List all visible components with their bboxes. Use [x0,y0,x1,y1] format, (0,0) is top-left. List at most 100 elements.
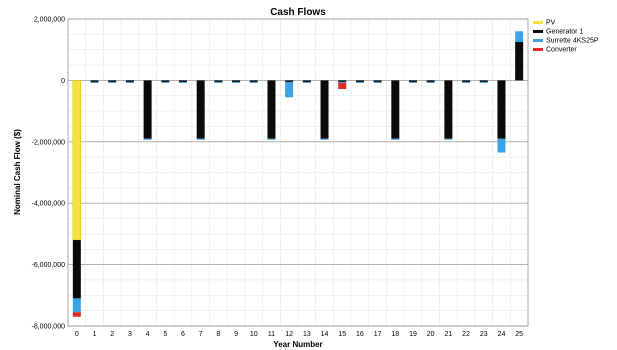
bar-pv-year-0 [72,80,82,241]
plot-frame [67,18,529,327]
grid-layer [67,18,529,327]
legend-label: Generator 1 [546,29,583,36]
bar-generator-1-year-22 [462,80,471,82]
legend-label: Surrette 4KS25P [546,38,599,45]
x-tick-label: 22 [462,331,470,338]
bar-generator-1-year-4 [143,80,152,139]
x-tick-label: 7 [199,331,203,338]
y-tick-label: -4,000,000 [32,201,66,208]
x-tick-label: 10 [250,331,258,338]
bar-generator-1-year-8 [214,80,223,82]
y-tick-label: 2,000,000 [34,17,65,24]
bar-surrette-4ks25p-year-16 [355,81,364,83]
bar-surrette-4ks25p-year-12 [285,81,294,98]
bar-generator-1-year-19 [409,80,417,82]
bar-surrette-4ks25p-year-19 [409,81,417,83]
bar-surrette-4ks25p-year-4 [143,138,152,140]
x-tick-label: 20 [427,331,435,338]
bar-surrette-4ks25p-year-21 [444,138,453,140]
legend-label: Converter [546,47,577,54]
x-tick-label: 3 [128,331,132,338]
bar-generator-1-year-17 [373,80,382,82]
bar-surrette-4ks25p-year-0 [72,298,81,313]
bar-surrette-4ks25p-year-3 [125,81,134,83]
bar-generator-1-year-5 [161,80,170,82]
bars-layer [72,31,524,317]
bar-surrette-4ks25p-year-14 [320,138,329,140]
legend-swatch [533,30,543,33]
y-tick-labels: 2,000,000 0 -2,000,000 -4,000,000 -6,000,000… [32,17,66,331]
bar-generator-1-year-21 [444,80,453,139]
y-tick-label: -2,000,000 [32,139,66,146]
legend-swatch [533,21,543,24]
x-tick-label: 17 [374,331,382,338]
bar-surrette-4ks25p-year-25 [515,31,524,43]
bar-generator-1-year-20 [426,80,435,82]
x-tick-label: 19 [409,331,417,338]
bar-surrette-4ks25p-year-15 [338,81,347,83]
bar-generator-1-year-18 [391,80,400,139]
bar-generator-1-year-16 [355,80,364,82]
y-axis-title: Nominal Cash Flow ($) [13,129,22,215]
x-tick-label: 2 [110,331,114,338]
bar-generator-1-year-24 [497,80,506,139]
x-tick-label: 15 [338,331,346,338]
bar-surrette-4ks25p-year-11 [267,138,276,140]
bar-surrette-4ks25p-year-24 [497,138,506,153]
bar-generator-1-year-15 [338,80,347,82]
y-tick-label: -6,000,000 [32,262,66,269]
x-tick-label: 12 [285,331,293,338]
bar-surrette-4ks25p-year-17 [373,81,382,83]
x-tick-label: 18 [391,331,399,338]
x-tick-label: 8 [216,331,220,338]
bar-surrette-4ks25p-year-8 [214,81,223,83]
x-tick-label: 23 [480,331,488,338]
bar-generator-1-year-2 [108,80,117,82]
bar-surrette-4ks25p-year-20 [426,81,435,83]
x-tick-labels: 0 1 2 3 4 5 6 7 8 9 10 11 12 13 14 15 16 17 18 19 20 21 22 23 24… [75,331,523,338]
bar-generator-1-year-7 [196,80,205,139]
x-tick-label: 4 [146,331,150,338]
x-tick-label: 5 [163,331,167,338]
x-tick-label: 24 [498,331,506,338]
x-tick-label: 6 [181,331,185,338]
bar-surrette-4ks25p-year-18 [391,138,400,140]
x-tick-label: 13 [303,331,311,338]
bar-surrette-4ks25p-year-7 [196,138,205,140]
x-tick-label: 9 [234,331,238,338]
bar-generator-1-year-12 [285,80,294,82]
bar-generator-1-year-14 [320,80,329,139]
bar-surrette-4ks25p-year-6 [179,81,187,83]
x-axis-title: Year Number [273,340,322,349]
bar-generator-1-year-9 [232,80,241,82]
legend: PV Generator 1 Surrette 4KS25P Converter [533,20,599,54]
bar-surrette-4ks25p-year-9 [232,81,241,83]
bar-surrette-4ks25p-year-2 [108,81,117,83]
bar-converter-year-15 [338,82,347,89]
bar-surrette-4ks25p-year-1 [90,81,99,83]
x-tick-label: 16 [356,331,364,338]
bar-converter-year-0 [72,312,81,317]
bar-generator-1-year-10 [249,80,258,82]
bar-surrette-4ks25p-year-13 [302,81,311,83]
x-tick-label: 14 [321,331,329,338]
bar-generator-1-year-23 [479,80,488,82]
legend-swatch [533,39,543,42]
y-tick-label: 0 [61,78,65,85]
legend-label: PV [546,20,556,27]
x-tick-label: 0 [75,331,79,338]
x-tick-label: 1 [93,331,97,338]
x-tick-label: 21 [444,331,452,338]
x-tick-label: 11 [268,331,275,338]
chart-title: Cash Flows [270,7,326,18]
bar-surrette-4ks25p-year-5 [161,81,170,83]
bar-surrette-4ks25p-year-23 [479,81,488,83]
bar-surrette-4ks25p-year-22 [462,81,471,83]
bar-generator-1-year-6 [179,80,187,82]
bar-surrette-4ks25p-year-10 [249,81,258,83]
legend-swatch [533,48,543,51]
y-tick-label: -8,000,000 [32,324,66,331]
bar-generator-1-year-0 [72,240,81,299]
bar-generator-1-year-11 [267,80,276,139]
bar-generator-1-year-13 [302,80,311,82]
